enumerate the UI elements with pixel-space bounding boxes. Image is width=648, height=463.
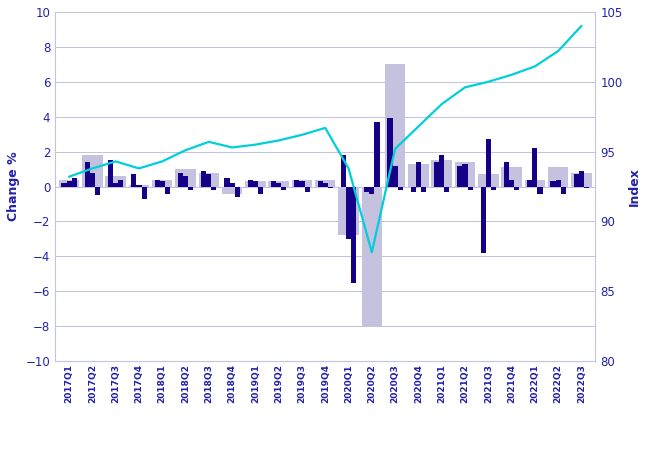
Bar [67, 181, 72, 187]
Bar [537, 187, 542, 194]
Y-axis label: Index: Index [628, 167, 641, 206]
Bar [478, 175, 498, 187]
Bar [421, 187, 426, 192]
Bar [159, 181, 165, 187]
Bar [416, 162, 421, 187]
Bar [82, 155, 102, 187]
Bar [268, 181, 289, 187]
Y-axis label: Change %: Change % [7, 152, 20, 221]
Bar [315, 180, 336, 187]
Bar [136, 185, 141, 187]
Bar [527, 180, 532, 187]
Bar [294, 180, 299, 187]
Bar [106, 176, 126, 187]
Bar [59, 180, 79, 187]
Bar [235, 187, 240, 197]
Bar [271, 181, 276, 187]
Bar [393, 166, 398, 187]
Bar [95, 187, 100, 195]
Bar [113, 183, 118, 187]
Bar [281, 187, 286, 190]
Bar [385, 64, 406, 187]
Bar [509, 180, 514, 187]
Bar [292, 180, 312, 187]
Bar [548, 167, 568, 187]
Bar [188, 187, 193, 190]
Bar [504, 162, 509, 187]
Bar [248, 180, 253, 187]
Bar [90, 173, 95, 187]
Bar [398, 187, 403, 190]
Bar [550, 181, 555, 187]
Bar [152, 180, 172, 187]
Bar [364, 187, 369, 192]
Bar [85, 162, 90, 187]
Bar [432, 160, 452, 187]
Bar [463, 164, 468, 187]
Bar [211, 187, 216, 190]
Bar [141, 187, 146, 199]
Bar [299, 181, 305, 187]
Bar [245, 181, 266, 187]
Bar [532, 148, 537, 187]
Bar [318, 181, 323, 187]
Bar [468, 187, 472, 190]
Bar [165, 187, 170, 194]
Bar [253, 181, 258, 187]
Bar [338, 187, 359, 235]
Bar [573, 175, 579, 187]
Bar [346, 187, 351, 239]
Bar [445, 187, 449, 192]
Bar [481, 187, 486, 253]
Bar [369, 187, 375, 194]
Bar [206, 175, 211, 187]
Bar [305, 187, 310, 192]
Bar [579, 171, 584, 187]
Bar [155, 180, 159, 187]
Bar [258, 187, 263, 194]
Bar [183, 176, 188, 187]
Bar [555, 180, 561, 187]
Bar [502, 167, 522, 187]
Bar [455, 162, 475, 187]
Bar [229, 183, 235, 187]
Bar [486, 139, 491, 187]
Bar [514, 187, 519, 190]
Bar [351, 187, 356, 282]
Bar [341, 155, 346, 187]
Bar [222, 187, 242, 194]
Bar [362, 187, 382, 326]
Bar [328, 187, 333, 188]
Bar [108, 160, 113, 187]
Bar [561, 187, 566, 194]
Bar [175, 169, 196, 187]
Bar [224, 178, 229, 187]
Bar [388, 119, 393, 187]
Bar [491, 187, 496, 190]
Bar [439, 155, 445, 187]
Bar [129, 185, 149, 187]
Bar [584, 187, 589, 188]
Bar [72, 178, 76, 187]
Bar [375, 122, 380, 187]
Bar [434, 162, 439, 187]
Bar [571, 173, 592, 187]
Bar [411, 187, 416, 192]
Bar [276, 183, 281, 187]
Bar [525, 180, 545, 187]
Bar [118, 180, 123, 187]
Bar [62, 183, 67, 187]
Bar [201, 171, 206, 187]
Bar [132, 175, 136, 187]
Bar [198, 173, 219, 187]
Bar [323, 183, 328, 187]
Bar [457, 166, 463, 187]
Bar [178, 173, 183, 187]
Bar [408, 164, 428, 187]
